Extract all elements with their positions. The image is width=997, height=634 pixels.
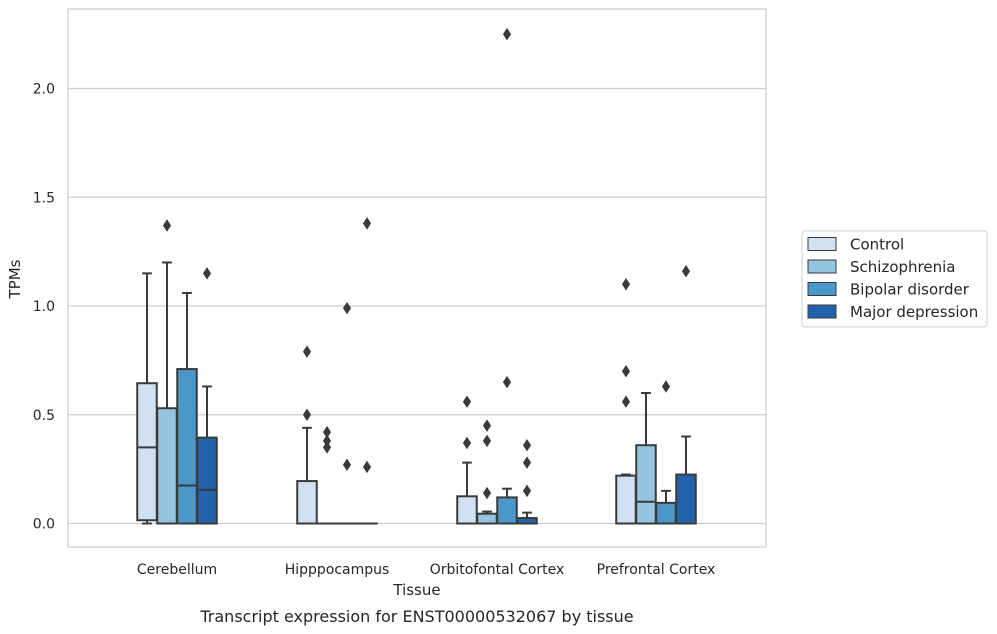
legend: Control Schizophrenia Bipolar disorder Majo… xyxy=(801,230,988,328)
box xyxy=(296,480,318,525)
outlier-point xyxy=(482,434,492,448)
outlier-point xyxy=(621,395,631,408)
outlier-point xyxy=(342,458,352,472)
box xyxy=(615,474,637,525)
y-tick-label: 0.5 xyxy=(33,408,55,424)
box xyxy=(635,444,657,525)
box-group xyxy=(356,217,378,525)
box-group xyxy=(456,395,478,525)
y-axis-ticks: 0.0 0.5 1.0 1.5 2.0 xyxy=(33,82,55,533)
outlier-point xyxy=(322,434,332,448)
box xyxy=(196,436,218,525)
x-tick-label: Hipppocampus xyxy=(285,562,390,578)
box-group xyxy=(675,264,697,525)
box-group xyxy=(316,425,338,525)
outlier-point xyxy=(322,425,332,439)
box-group xyxy=(196,267,218,525)
box-group xyxy=(336,301,358,525)
box xyxy=(496,496,518,525)
outlier-point xyxy=(202,267,212,280)
outlier-point xyxy=(362,460,372,474)
outlier-point xyxy=(522,484,532,498)
x-tick-label: Orbitofontal Cortex xyxy=(430,562,565,578)
outlier-point xyxy=(342,301,352,315)
box xyxy=(476,512,498,525)
box-group xyxy=(635,392,657,525)
x-axis-title: Tissue xyxy=(392,581,440,599)
legend-label: Major depression xyxy=(850,303,978,321)
outlier-point xyxy=(621,365,631,378)
legend-swatch xyxy=(807,304,837,319)
box xyxy=(156,407,178,525)
outlier-point xyxy=(362,217,372,230)
outlier-point xyxy=(162,219,172,232)
outlier-point xyxy=(502,27,512,41)
outlier-point xyxy=(681,264,691,278)
y-axis-title: TPMs xyxy=(6,259,24,299)
x-tick-label: Cerebellum xyxy=(137,562,217,578)
chart-caption: Transcript expression for ENST0000053206… xyxy=(199,607,633,626)
y-tick-label: 1.5 xyxy=(33,190,55,206)
box-group xyxy=(176,291,198,525)
box xyxy=(176,368,198,525)
y-tick-label: 2.0 xyxy=(33,82,55,98)
x-axis-ticks: Cerebellum Hipppocampus Orbitofontal Corte… xyxy=(137,562,715,578)
outlier-point xyxy=(322,441,332,454)
outlier-point xyxy=(482,419,492,432)
box-group xyxy=(476,419,498,525)
outlier-point xyxy=(462,395,472,408)
box-group xyxy=(296,345,318,525)
box xyxy=(675,473,697,525)
box-group xyxy=(156,219,178,525)
legend-swatch xyxy=(807,259,837,274)
plot-frame xyxy=(67,8,767,548)
outlier-point xyxy=(302,345,312,358)
legend-swatch xyxy=(807,237,837,251)
box-group xyxy=(496,27,518,525)
box xyxy=(655,501,677,525)
box-series xyxy=(136,27,697,525)
box-group xyxy=(136,272,158,525)
x-tick-label: Prefrontal Cortex xyxy=(597,562,716,578)
outlier-point xyxy=(522,438,532,452)
outlier-point xyxy=(462,436,472,450)
outlier-point xyxy=(482,486,492,500)
y-tick-label: 0.0 xyxy=(33,517,55,533)
y-tick-label: 1.0 xyxy=(33,299,55,315)
outlier-point xyxy=(502,375,512,389)
box xyxy=(136,382,158,522)
outlier-point xyxy=(522,456,532,469)
legend-label: Schizophrenia xyxy=(850,258,955,276)
legend-label: Control xyxy=(850,236,904,254)
legend-swatch xyxy=(807,282,837,296)
outlier-point xyxy=(302,408,312,421)
box xyxy=(456,495,478,525)
outlier-point xyxy=(661,380,671,393)
legend-label: Bipolar disorder xyxy=(850,281,970,299)
outlier-point xyxy=(621,278,631,291)
box-group xyxy=(655,380,677,525)
legend-frame xyxy=(801,230,988,328)
box-group xyxy=(615,278,637,525)
box-group xyxy=(516,438,538,525)
